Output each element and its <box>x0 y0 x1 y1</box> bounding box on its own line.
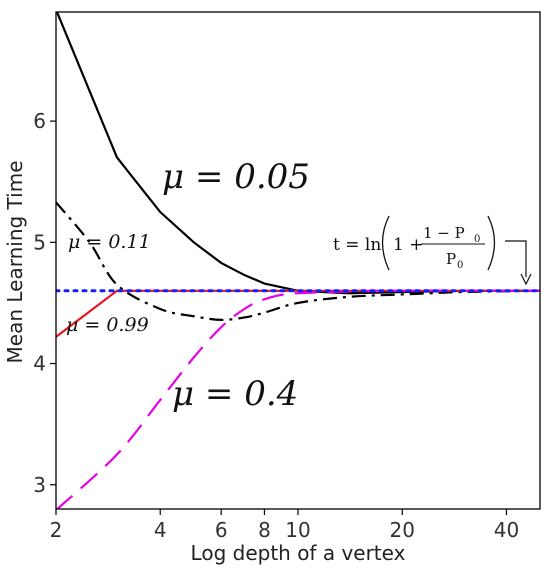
x-tick-label: 6 <box>215 518 228 542</box>
annotation-mu-0-11: μ = 0.11 <box>68 231 151 253</box>
x-tick-label: 40 <box>494 518 519 542</box>
y-tick-label: 4 <box>33 352 46 376</box>
y-tick-label: 5 <box>33 230 46 254</box>
annotation-mu-0-05: μ = 0.05 <box>162 157 310 197</box>
y-tick-label: 6 <box>33 109 46 133</box>
x-tick-label: 4 <box>154 518 167 542</box>
x-tick-label: 2 <box>50 518 63 542</box>
formula-denominator: P <box>446 250 456 268</box>
formula-right-paren <box>487 215 496 271</box>
series-layer <box>56 12 540 509</box>
tick-layer: 2 4 6 8 10 20 40 3 4 5 6 <box>33 109 519 542</box>
formula-denominator-sub: 0 <box>457 260 463 271</box>
x-tick-label: 20 <box>389 518 414 542</box>
x-axis-title: Log depth of a vertex <box>191 541 406 565</box>
formula-annotation: t = ln 1 + 1 − P 0 P 0 <box>333 215 532 286</box>
formula-pointer-arrow <box>505 240 527 277</box>
formula-numerator-sub: 0 <box>474 234 480 245</box>
formula-left-paren <box>381 215 390 271</box>
series-line-mu-0-4 <box>56 289 540 509</box>
annotation-mu-0-4: μ = 0.4 <box>172 374 298 414</box>
y-tick-label: 3 <box>33 473 46 497</box>
y-axis-title: Mean Learning Time <box>3 161 27 364</box>
annotation-mu-0-99: μ = 0.99 <box>66 314 149 336</box>
formula-numerator: 1 − P <box>423 224 465 242</box>
formula-lhs: t = ln <box>333 235 381 255</box>
formula-one-plus: 1 + <box>393 235 423 255</box>
formula-arrow-head <box>520 273 532 286</box>
x-tick-label: 10 <box>285 518 310 542</box>
series-line-mu-0-11 <box>56 201 540 322</box>
x-tick-label: 8 <box>258 518 271 542</box>
